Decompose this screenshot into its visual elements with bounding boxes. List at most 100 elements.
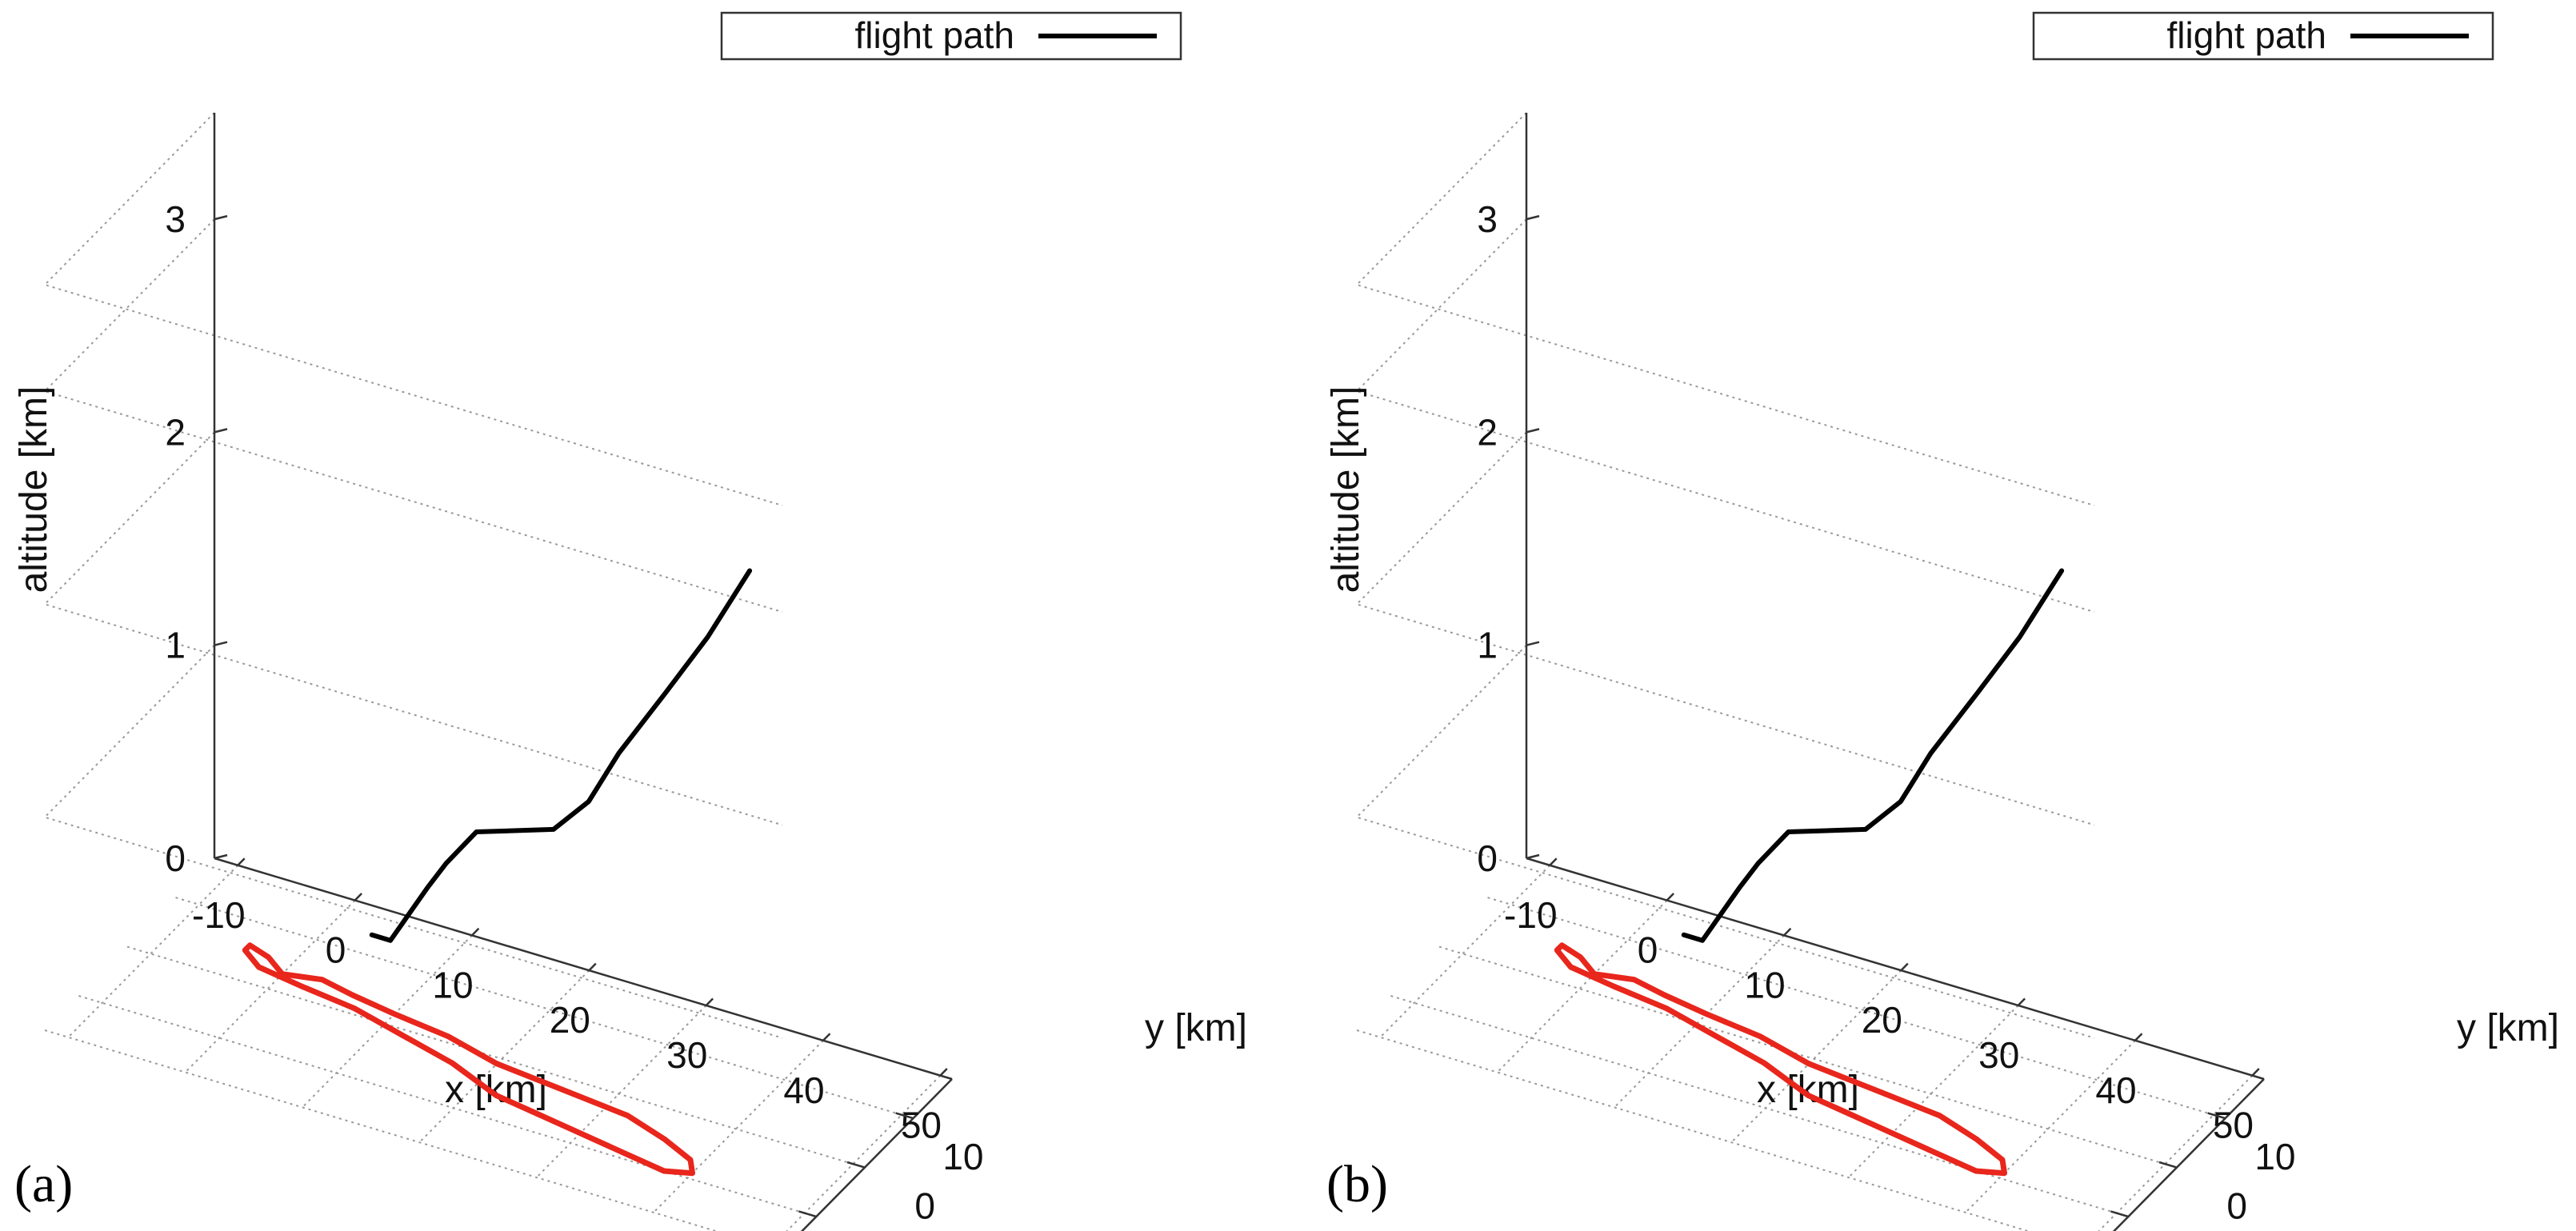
z-tick (214, 641, 228, 646)
y-tick (2207, 1112, 2226, 1120)
z-axis-label: altitude [km] (1325, 386, 1367, 594)
y-tick-label: 0 (2226, 1185, 2247, 1227)
x-tick (354, 893, 362, 901)
x-tick (2134, 1033, 2143, 1041)
grid-line-y (1390, 995, 2129, 1217)
x-tick-label: 20 (550, 999, 590, 1041)
floor-grid (44, 857, 953, 1231)
floor-grid (1356, 857, 2265, 1231)
grid-line-x (67, 865, 239, 1038)
z-tick-label: 3 (165, 198, 186, 240)
z-tick-label: 2 (165, 411, 186, 453)
grid-line-z (1355, 112, 2095, 506)
legend: flight path (720, 11, 1182, 61)
x-axis-line (214, 857, 953, 1081)
x-tick-label: 0 (326, 929, 346, 971)
x-tick-label: 0 (1638, 929, 1658, 971)
grid-line-x (1965, 1040, 2136, 1213)
grid-line-x (1379, 865, 1551, 1038)
grid-line-x (418, 969, 590, 1143)
z-tick (1526, 853, 1540, 860)
x-tick-label: 30 (666, 1034, 707, 1076)
grid-line-x (786, 1074, 942, 1231)
grid-line-x (535, 1005, 707, 1178)
grid-line-y (78, 995, 817, 1217)
y-tick-label: 0 (914, 1185, 935, 1227)
x-tick (1666, 893, 1674, 901)
grid-line-z (43, 112, 783, 506)
z-tick-label: 1 (165, 625, 186, 666)
y-tick-label: 10 (942, 1136, 983, 1177)
x-tick (822, 1033, 831, 1041)
grid-line-y (126, 945, 866, 1169)
x-tick (237, 857, 246, 866)
x-tick (2251, 1068, 2260, 1077)
z-tick-label: 3 (1477, 198, 1498, 240)
y-axis-line (2112, 1078, 2265, 1231)
legend-label: flight path (2167, 14, 2326, 56)
legend-label: flight path (855, 14, 1014, 56)
y-tick (798, 1210, 817, 1218)
x-tick (1783, 927, 1792, 937)
x-tick-label: 30 (1978, 1034, 2019, 1076)
grid-line-x (1730, 969, 1902, 1143)
series-ground-track (1554, 942, 2007, 1177)
z-tick (214, 853, 228, 860)
y-tick (895, 1112, 914, 1120)
grid-line-y (1438, 945, 2178, 1169)
grid-line-z (43, 431, 783, 826)
x-tick (939, 1068, 948, 1077)
grid-line-x (2098, 1074, 2254, 1231)
grid-line-z (43, 218, 783, 614)
grid-line-y (1487, 897, 2226, 1120)
grid-line-x (302, 934, 473, 1109)
z-tick (1526, 428, 1540, 434)
z-tick (1526, 214, 1540, 221)
grid-line-y (1356, 1029, 2030, 1231)
series-ground-track (242, 942, 695, 1177)
z-tick (214, 214, 228, 221)
x-tick-label: -10 (1504, 894, 1557, 936)
y-tick (2110, 1210, 2129, 1218)
z-tick-label: 0 (1477, 837, 1498, 879)
x-tick-label: 50 (901, 1105, 942, 1146)
x-tick-label: 20 (1862, 999, 1902, 1041)
x-tick-label: 10 (1744, 964, 1785, 1005)
x-tick-label: 40 (2095, 1069, 2136, 1111)
x-tick-label: 40 (783, 1069, 824, 1111)
y-tick (846, 1161, 866, 1169)
x-tick-label: -10 (192, 894, 245, 936)
x-tick (588, 962, 597, 972)
z-axis-label: altitude [km] (13, 386, 55, 594)
x-tick-label: 50 (2213, 1105, 2254, 1146)
series-flight-path (369, 568, 753, 943)
series-flight-path (1681, 568, 2065, 943)
grid-line-z (1355, 218, 2095, 614)
y-axis-label: y [km] (1145, 1007, 1247, 1049)
panel-label: (a) (14, 1155, 73, 1213)
y-axis-label: y [km] (2457, 1007, 2559, 1049)
grid-line-z (1355, 644, 2095, 1039)
wall-grid (43, 112, 783, 1039)
x-tick (471, 927, 480, 937)
y-axis-line (800, 1078, 953, 1231)
grid-line-y (175, 897, 914, 1120)
x-tick (2017, 997, 2026, 1006)
x-tick (1900, 962, 1909, 972)
grid-line-x (1847, 1005, 2019, 1178)
grid-line-x (184, 899, 356, 1073)
x-tick (705, 997, 714, 1006)
grid-line-x (1614, 934, 1785, 1109)
grid-line-y (44, 1029, 718, 1231)
z-tick-label: 0 (165, 837, 186, 879)
y-tick-label: 10 (2254, 1136, 2295, 1177)
z-tick-label: 2 (1477, 411, 1498, 453)
x-tick-label: 10 (432, 964, 473, 1005)
grid-line-x (1496, 899, 1668, 1073)
wall-grid (1355, 112, 2095, 1039)
z-tick (1526, 641, 1540, 646)
